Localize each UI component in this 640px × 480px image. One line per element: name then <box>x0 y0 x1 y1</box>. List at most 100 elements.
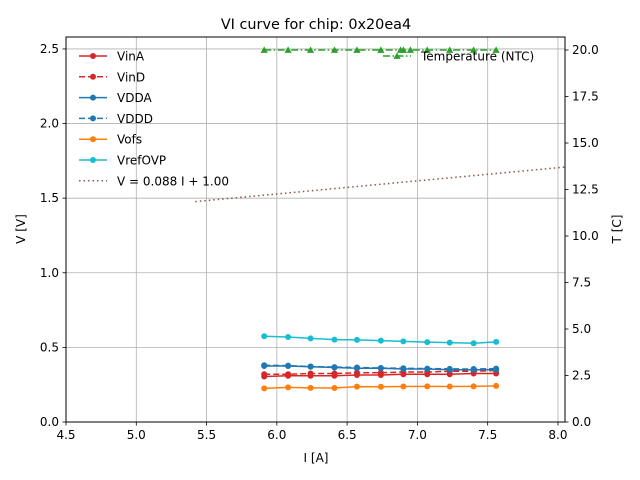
legend-left: VinA VinD VDDA VDDD Vofs VrefOVP V = 0.088 I +… <box>79 50 229 188</box>
series-vddd <box>261 362 500 373</box>
series-temperature-ntc <box>260 46 500 53</box>
data-point <box>261 371 268 378</box>
data-point <box>261 362 268 369</box>
data-point <box>424 383 431 390</box>
legend-label: VinD <box>117 70 145 84</box>
legend-entry-vind: VinD <box>79 70 145 84</box>
data-point <box>493 382 500 389</box>
legend-swatch-marker <box>90 53 96 59</box>
data-point <box>330 46 339 53</box>
fit-line <box>195 166 566 203</box>
legend-swatch-marker <box>393 52 401 59</box>
x-tick-label: 6.5 <box>338 428 357 442</box>
y2-tick-label: 0.0 <box>572 415 591 429</box>
legend-label: V = 0.088 I + 1.00 <box>117 174 229 188</box>
data-point <box>307 384 314 391</box>
data-point <box>492 46 500 53</box>
y2-tick-label: 7.5 <box>572 276 591 290</box>
y2-tick-label: 12.5 <box>572 183 599 197</box>
series-vrefovp <box>261 333 500 347</box>
data-point <box>377 337 384 344</box>
data-point <box>331 364 338 371</box>
legend-entry-vddd: VDDD <box>79 112 153 126</box>
data-point <box>423 46 431 53</box>
y2-tick-label: 17.5 <box>572 90 599 104</box>
data-point <box>353 336 360 343</box>
data-point <box>331 370 338 377</box>
chart-title: VI curve for chip: 0x20ea4 <box>221 17 411 33</box>
data-point <box>261 333 268 340</box>
series-line <box>264 369 497 375</box>
data-point <box>377 46 385 53</box>
legend-entry-vrefovp: VrefOVP <box>79 154 166 168</box>
data-point <box>353 364 360 371</box>
legend-entry-vofs: Vofs <box>79 133 142 147</box>
data-point <box>377 383 384 390</box>
y-tick-label: 0.0 <box>40 415 59 429</box>
data-point <box>353 46 361 53</box>
data-point <box>284 46 292 53</box>
y2-tick-label: 5.0 <box>572 322 591 336</box>
data-point <box>446 339 453 346</box>
y-axis-left: 0.0 0.5 1.0 1.5 2.0 2.5 <box>40 42 66 429</box>
y-axis-right: 0.0 2.5 5.0 7.5 10.0 12.5 15.0 17.5 20.0 <box>565 43 599 429</box>
data-point <box>446 46 454 53</box>
y-tick-label: 2.0 <box>40 117 59 131</box>
y2-tick-label: 20.0 <box>572 43 599 57</box>
data-point <box>470 383 477 390</box>
legend-swatch-marker <box>90 94 96 101</box>
data-point <box>285 371 292 378</box>
data-point <box>307 335 314 342</box>
data-point <box>424 365 431 372</box>
y-axis-label: V [V] <box>14 214 28 244</box>
legend-label: VDDD <box>117 112 153 126</box>
x-tick-label: 8.0 <box>548 428 567 442</box>
data-point <box>377 369 384 376</box>
x-axis: 4.5 5.0 5.5 6.0 6.5 7.0 7.5 8.0 <box>56 422 568 442</box>
data-point <box>285 384 292 391</box>
data-point <box>493 338 500 345</box>
legend-entry-vdda: VDDA <box>79 91 152 105</box>
legend-label: VDDA <box>117 91 152 105</box>
data-point <box>353 383 360 390</box>
series-layer <box>195 46 566 392</box>
data-point <box>307 363 314 370</box>
data-point <box>446 383 453 390</box>
data-point <box>470 46 478 53</box>
data-point <box>261 385 268 392</box>
data-point <box>424 339 431 346</box>
legend-entry-v-0-088-i-1-00: V = 0.088 I + 1.00 <box>79 174 229 188</box>
legend-swatch-marker <box>90 73 96 80</box>
y2-axis-label: T [C] <box>610 215 624 245</box>
data-point <box>260 46 268 53</box>
legend-entry-temperature-ntc: Temperature (NTC) <box>383 50 534 64</box>
data-point <box>400 365 407 372</box>
x-tick-label: 5.5 <box>197 428 216 442</box>
x-tick-label: 7.0 <box>408 428 427 442</box>
x-axis-label: I [A] <box>304 451 329 465</box>
series-vofs <box>261 382 500 392</box>
series-line <box>264 364 497 370</box>
data-point <box>285 333 292 340</box>
grid <box>65 37 565 423</box>
data-point <box>353 369 360 376</box>
y2-tick-label: 15.0 <box>572 136 599 150</box>
data-point <box>377 364 384 371</box>
data-point <box>307 370 314 377</box>
legend-right: Temperature (NTC) <box>383 50 534 64</box>
x-tick-label: 6.0 <box>267 428 286 442</box>
data-point <box>493 365 500 372</box>
data-point <box>406 46 414 53</box>
data-point <box>331 384 338 391</box>
legend-swatch-marker <box>90 157 96 163</box>
series-v-0-088-i-1-00 <box>195 166 566 203</box>
legend-label: Temperature (NTC) <box>420 50 534 64</box>
data-point <box>331 336 338 343</box>
data-point <box>470 366 477 373</box>
data-point <box>446 365 453 372</box>
data-point <box>400 383 407 390</box>
legend-label: Vofs <box>117 133 142 147</box>
y-tick-label: 0.5 <box>40 340 59 354</box>
